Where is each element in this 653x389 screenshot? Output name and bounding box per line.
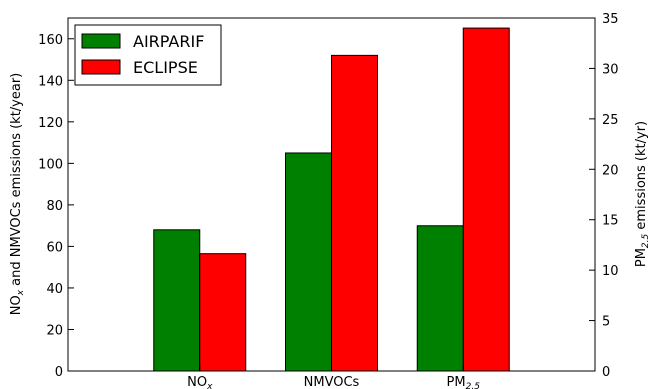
left-tick-label: 20 bbox=[46, 323, 63, 338]
bar-eclipse-1 bbox=[331, 54, 378, 372]
legend-label-eclipse: ECLIPSE bbox=[133, 58, 198, 77]
left-tick-label: 160 bbox=[38, 33, 63, 48]
x-tick-label: PM2.5 bbox=[447, 375, 481, 389]
bars-group bbox=[153, 27, 510, 372]
right-tick-label: 30 bbox=[602, 62, 619, 77]
legend: AIRPARIF ECLIPSE bbox=[74, 24, 222, 86]
legend-label-airparif: AIRPARIF bbox=[133, 32, 204, 51]
left-tick-label: 100 bbox=[38, 157, 63, 172]
right-tick-label: 20 bbox=[602, 163, 619, 178]
bar-airparif-2 bbox=[416, 225, 464, 372]
right-tick-label: 35 bbox=[602, 12, 619, 27]
right-tick-label: 5 bbox=[602, 315, 610, 330]
x-tick-label: NOx bbox=[187, 375, 213, 389]
left-axis: 0 20 40 60 80 100 120 140 160 bbox=[38, 33, 74, 380]
right-tick-label: 0 bbox=[602, 365, 610, 380]
legend-swatch-airparif bbox=[81, 33, 121, 49]
right-tick-label: 10 bbox=[602, 264, 619, 279]
left-tick-label: 60 bbox=[46, 240, 63, 255]
right-tick-label: 15 bbox=[602, 214, 619, 229]
right-axis: 0 5 10 15 20 25 30 35 bbox=[589, 12, 619, 380]
bar-airparif-0 bbox=[153, 229, 201, 372]
left-tick-label: 80 bbox=[46, 199, 63, 214]
left-tick-label: 140 bbox=[38, 74, 63, 89]
bar-airparif-1 bbox=[285, 152, 332, 372]
left-tick-label: 0 bbox=[55, 365, 63, 380]
legend-swatch-eclipse bbox=[81, 59, 121, 75]
left-tick-label: 120 bbox=[38, 116, 63, 131]
left-tick-label: 40 bbox=[46, 282, 63, 297]
bar-eclipse-2 bbox=[462, 27, 510, 372]
x-tick-label: NMVOCs bbox=[304, 375, 360, 389]
y-axis-label-right: PM2.5 emissions (kt/yr) bbox=[634, 121, 651, 267]
right-tick-label: 25 bbox=[602, 113, 619, 128]
y-axis-label-left: NOx and NMVOCs emissions (kt/year) bbox=[9, 73, 26, 316]
bar-eclipse-0 bbox=[199, 253, 247, 372]
x-axis-categories: NOx NMVOCs PM2.5 bbox=[187, 365, 480, 389]
